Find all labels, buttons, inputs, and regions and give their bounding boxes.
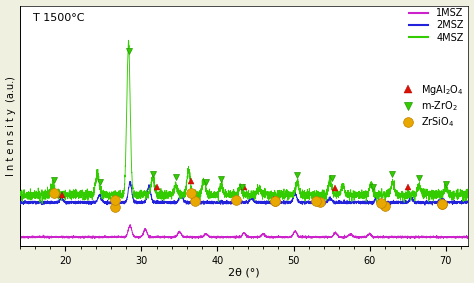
Legend: MgAl$_2$O$_4$, m-ZrO$_2$, ZrSiO$_4$: MgAl$_2$O$_4$, m-ZrO$_2$, ZrSiO$_4$ [403, 83, 464, 129]
Text: T 1500°C: T 1500°C [33, 13, 85, 23]
Y-axis label: I n t e n s i t y  (a.u.): I n t e n s i t y (a.u.) [6, 76, 16, 176]
X-axis label: 2θ (°): 2θ (°) [228, 267, 260, 277]
